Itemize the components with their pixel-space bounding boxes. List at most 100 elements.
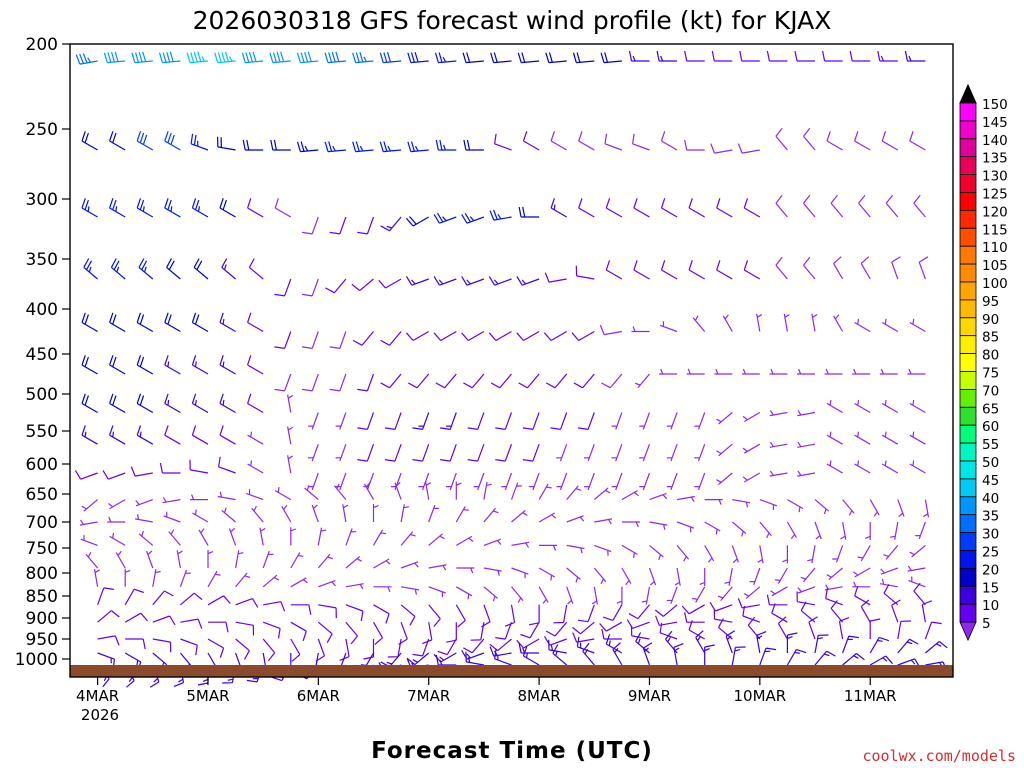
wind-barb (544, 272, 567, 283)
wind-barb (317, 621, 333, 643)
wind-barb (470, 622, 485, 641)
wind-barb (324, 51, 346, 64)
wind-barb (235, 572, 251, 588)
wind-barb (219, 425, 236, 445)
wind-barb (852, 581, 871, 588)
wind-barb (162, 497, 181, 504)
wind-barb (775, 194, 788, 218)
wind-barb (405, 276, 429, 286)
wind-barb (102, 470, 126, 480)
wind-barb (217, 136, 236, 151)
wind-barb (756, 313, 763, 332)
wind-barb (654, 604, 678, 617)
wind-barb (329, 216, 347, 235)
wind-barb (180, 592, 203, 606)
wind-barb (179, 569, 191, 588)
wind-barb (247, 460, 264, 474)
colorbar-swatch (959, 424, 977, 444)
wind-barb (716, 412, 733, 425)
wind-barb (317, 553, 333, 569)
wind-barb (852, 368, 871, 375)
y-tick-label: 250 (26, 120, 58, 140)
wind-barb (921, 600, 933, 623)
x-tick-label: 9MAR (628, 687, 671, 705)
wind-barb (522, 443, 540, 462)
wind-barb (601, 373, 623, 389)
wind-barb (152, 615, 176, 626)
wind-barb (716, 472, 733, 486)
wind-barb (191, 312, 209, 333)
wind-barb (649, 521, 668, 530)
wind-barb (269, 51, 291, 64)
wind-barb (400, 586, 420, 595)
wind-barb (152, 590, 174, 606)
wind-barb (241, 51, 264, 64)
wind-barb (110, 258, 126, 280)
wind-barb (130, 466, 153, 477)
wind-barb (412, 638, 430, 657)
wind-barb (824, 584, 843, 591)
colorbar-label: 30 (982, 527, 999, 543)
wind-barb (909, 431, 926, 445)
wind-barb (885, 194, 899, 218)
wind-barb (796, 591, 816, 606)
wind-barb (797, 368, 815, 375)
wind-barb (164, 198, 181, 218)
wind-barb (550, 131, 567, 151)
wind-barb (737, 143, 760, 154)
wind-barb (891, 256, 901, 280)
wind-barb (538, 512, 557, 523)
wind-barb (490, 373, 512, 389)
wind-barb (881, 318, 899, 333)
wind-barb (880, 567, 899, 575)
wind-barb (621, 567, 632, 586)
wind-barb (405, 216, 429, 227)
wind-barb (556, 443, 568, 462)
wind-barb (405, 330, 429, 342)
wind-barb (307, 412, 319, 430)
wind-barb (601, 628, 622, 640)
wind-barb (407, 52, 429, 64)
wind-barb (854, 399, 871, 414)
wind-barb (516, 276, 540, 286)
wind-barb (418, 472, 430, 491)
wind-barb (853, 567, 871, 578)
wind-barb (594, 518, 613, 525)
wind-barb (198, 528, 209, 546)
y-tick-label: 300 (26, 190, 58, 210)
wind-barb (463, 638, 485, 654)
wind-barb (115, 550, 126, 569)
wind-barb (437, 638, 457, 656)
wind-barb (621, 521, 640, 528)
colorbar-swatch (959, 209, 977, 229)
wind-barb (881, 399, 899, 414)
colorbar-label: 100 (982, 276, 1008, 292)
wind-barb (918, 256, 929, 280)
wind-barb (814, 521, 822, 540)
wind-barb (814, 650, 836, 666)
wind-barb (495, 443, 513, 462)
wind-barb (759, 499, 778, 510)
wind-barb (838, 617, 850, 640)
wind-barb (684, 612, 705, 623)
wind-barb (676, 545, 690, 562)
wind-barb (81, 355, 98, 375)
wind-barb (85, 551, 99, 569)
wind-barb (390, 472, 402, 491)
x-tick-label: 5MAR (186, 687, 229, 705)
wind-barb (869, 655, 893, 666)
wind-barb (495, 412, 513, 430)
y-tick-label: 900 (26, 609, 58, 629)
colorbar-label: 25 (982, 545, 999, 561)
wind-barb (566, 485, 582, 500)
colorbar-label: 10 (982, 598, 999, 614)
x-tick-label: 7MAR (407, 687, 450, 705)
wind-barb (742, 443, 761, 454)
colorbar-swatch (959, 138, 977, 158)
wind-barb (854, 131, 871, 151)
colorbar-label: 60 (982, 419, 999, 435)
colorbar-swatch (959, 174, 977, 193)
wind-barb (489, 209, 512, 221)
wind-barb (81, 198, 98, 218)
